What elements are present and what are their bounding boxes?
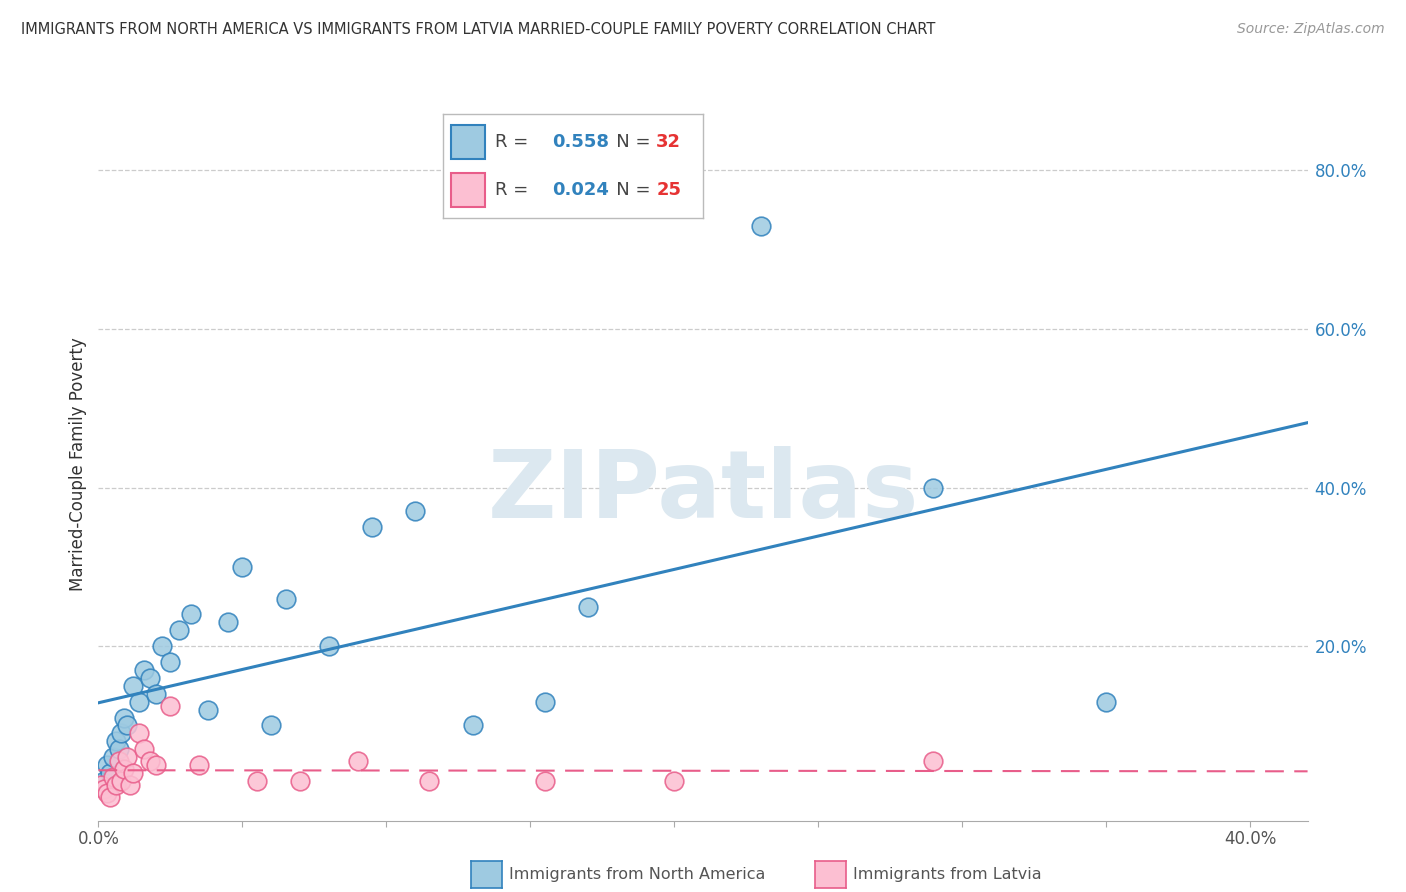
Point <box>90 778 112 792</box>
Point <box>1095 695 1118 709</box>
Text: IMMIGRANTS FROM NORTH AMERICA VS IMMIGRANTS FROM LATVIA MARRIED-COUPLE FAMILY PO: IMMIGRANTS FROM NORTH AMERICA VS IMMIGRA… <box>21 22 935 37</box>
Point <box>96 758 118 772</box>
Point <box>260 718 283 732</box>
Point <box>101 750 124 764</box>
Point <box>122 766 145 780</box>
Point <box>533 695 555 709</box>
Point <box>93 774 115 789</box>
Text: Immigrants from Latvia: Immigrants from Latvia <box>853 867 1042 881</box>
Text: ZIPatlas: ZIPatlas <box>488 446 918 539</box>
Point <box>188 758 211 772</box>
Point <box>104 778 127 792</box>
Point <box>145 758 167 772</box>
Point <box>139 671 162 685</box>
Point <box>110 774 132 789</box>
Point <box>128 726 150 740</box>
Point <box>159 655 181 669</box>
Point <box>197 703 219 717</box>
Point <box>159 698 181 713</box>
Point <box>107 754 129 768</box>
Point <box>922 754 945 768</box>
Point <box>145 687 167 701</box>
Text: Immigrants from North America: Immigrants from North America <box>509 867 765 881</box>
Point <box>404 504 426 518</box>
Point <box>346 754 368 768</box>
Point <box>167 624 190 638</box>
Point <box>533 774 555 789</box>
Point <box>115 750 138 764</box>
Point <box>134 663 156 677</box>
Point <box>288 774 311 789</box>
Point <box>418 774 440 789</box>
Point <box>150 639 173 653</box>
Point <box>115 718 138 732</box>
Point <box>101 770 124 784</box>
Text: Source: ZipAtlas.com: Source: ZipAtlas.com <box>1237 22 1385 37</box>
Point <box>110 726 132 740</box>
Y-axis label: Married-Couple Family Poverty: Married-Couple Family Poverty <box>69 337 87 591</box>
Point <box>274 591 297 606</box>
Point <box>98 766 121 780</box>
Point <box>231 560 253 574</box>
Point <box>576 599 599 614</box>
Point <box>112 762 135 776</box>
Point <box>122 679 145 693</box>
Point <box>246 774 269 789</box>
Point <box>664 774 686 789</box>
Point <box>749 219 772 233</box>
Point <box>120 778 142 792</box>
Point <box>107 742 129 756</box>
Point <box>98 789 121 804</box>
Point <box>104 734 127 748</box>
Point <box>139 754 162 768</box>
Point <box>461 718 484 732</box>
Point <box>134 742 156 756</box>
Point <box>93 781 115 796</box>
Point <box>128 695 150 709</box>
Point <box>217 615 239 630</box>
Point <box>318 639 340 653</box>
Point <box>922 481 945 495</box>
Point <box>112 710 135 724</box>
Point <box>96 786 118 800</box>
Point <box>180 607 202 622</box>
Point <box>361 520 384 534</box>
